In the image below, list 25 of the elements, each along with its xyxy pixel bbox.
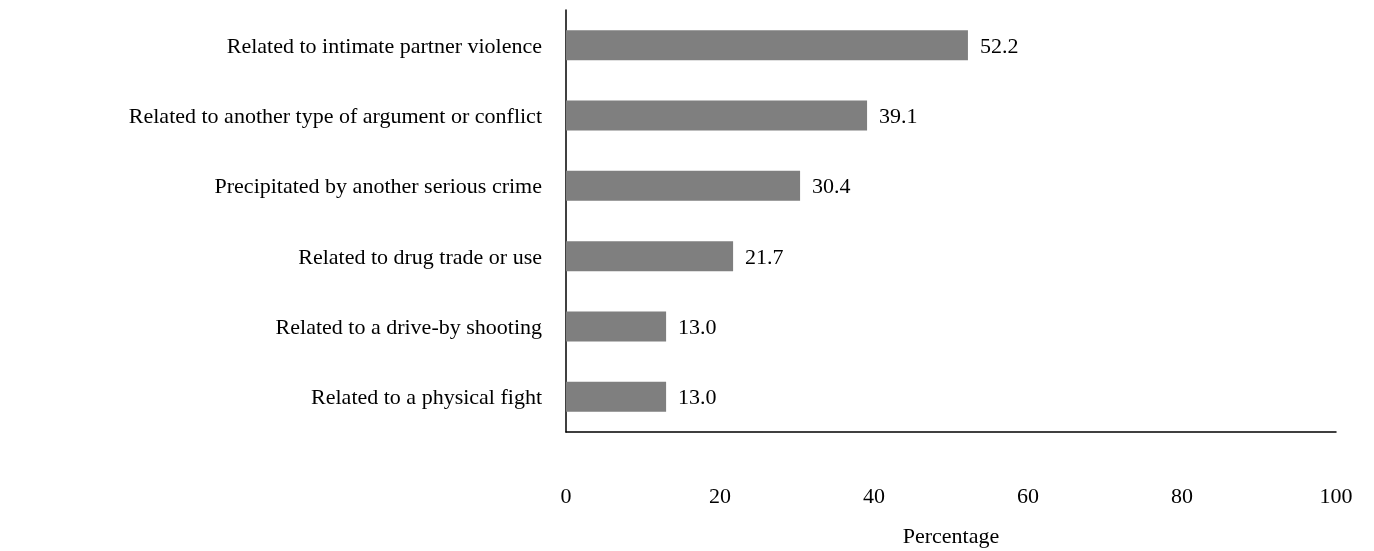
y-tick-label: Related to a physical fight — [311, 384, 542, 410]
x-axis-title: Percentage — [902, 522, 1000, 548]
y-tick-label: Precipitated by another serious crime — [214, 173, 542, 199]
x-tick-label: 60 — [1017, 482, 1039, 508]
bar — [566, 170, 801, 201]
data-label: 52.2 — [979, 32, 1019, 58]
bar — [566, 30, 968, 61]
bar — [566, 100, 868, 131]
y-tick-label: Related to another type of argument or conflict — [128, 103, 542, 128]
data-label: 13.0 — [678, 384, 717, 410]
bar — [566, 311, 667, 342]
data-label: 13.0 — [678, 314, 717, 339]
data-label: 39.1 — [879, 103, 918, 128]
x-tick-label: 0 — [560, 482, 572, 508]
data-label: 21.7 — [745, 243, 784, 269]
x-tick-label: 40 — [863, 482, 885, 508]
x-tick-label: 20 — [709, 482, 731, 508]
x-tick-label: 80 — [1171, 482, 1193, 508]
x-tick-label: 100 — [1319, 482, 1353, 508]
bar — [566, 381, 667, 412]
y-tick-label: Related to intimate partner violence — [226, 32, 542, 58]
y-tick-label: Related to a drive-by shooting — [275, 314, 542, 339]
y-tick-label: Related to drug trade or use — [298, 243, 542, 269]
bar — [566, 241, 734, 272]
data-label: 30.4 — [812, 173, 851, 199]
